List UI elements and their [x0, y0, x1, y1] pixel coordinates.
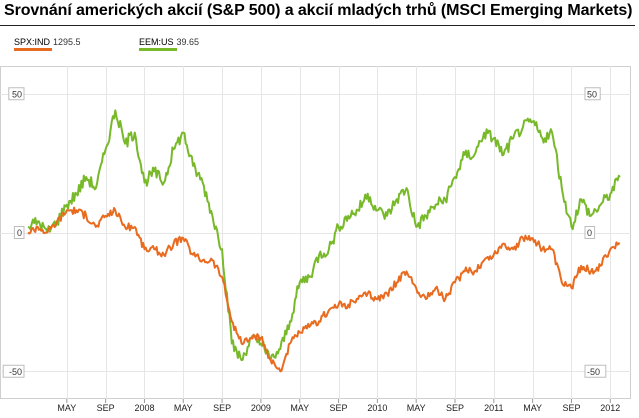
legend-symbol-spx: SPX:IND	[14, 37, 51, 47]
x-tick-label: SEP	[213, 403, 231, 413]
x-tick-label: 2011	[484, 403, 503, 413]
legend-value-spx: 1295.5	[53, 37, 81, 47]
y-tick-label: -50	[587, 367, 600, 377]
x-tick-label: 2008	[134, 403, 154, 413]
x-tick-label: SEP	[330, 403, 348, 413]
legend-swatch-eem	[139, 48, 177, 51]
legend-item-eem[interactable]: EEM:US 39.65	[139, 37, 199, 47]
legend-swatch-spx	[14, 48, 52, 51]
x-tick-label: SEP	[562, 403, 580, 413]
x-tick-label: SEP	[97, 403, 115, 413]
y-tick-label: 0	[587, 228, 592, 238]
legend-value-eem: 39.65	[176, 37, 200, 47]
y-tick-box	[2, 364, 25, 378]
legend-item-spx[interactable]: SPX:IND 1295.5	[14, 37, 81, 47]
legend-symbol-eem: EEM:US	[139, 37, 174, 47]
series-line-spx-ind	[27, 206, 621, 373]
plot-frame	[0, 66, 631, 399]
x-tick-label: MAY	[174, 403, 193, 413]
x-tick-label: MAY	[57, 403, 76, 413]
x-tick-label: MAY	[407, 403, 426, 413]
title-divider	[0, 25, 635, 26]
x-tick-label: SEP	[446, 403, 464, 413]
y-tick-box	[13, 226, 25, 239]
y-tick-label: 50	[12, 89, 22, 99]
y-tick-box	[8, 87, 25, 101]
y-tick-label: -50	[9, 367, 22, 377]
y-tick-box	[584, 87, 601, 101]
chart-title: Srovnání amerických akcií (S&P 500) a ak…	[4, 2, 633, 19]
x-tick-label: 2010	[367, 403, 387, 413]
x-tick-label: MAY	[290, 403, 309, 413]
y-tick-box	[584, 226, 596, 239]
y-tick-label: 0	[17, 228, 22, 238]
series-line-eem-us	[27, 109, 621, 362]
x-tick-label: 2009	[251, 403, 271, 413]
x-tick-label: 2012	[600, 403, 620, 413]
y-tick-box	[584, 364, 607, 378]
y-tick-label: 50	[587, 89, 597, 99]
x-tick-label: MAY	[523, 403, 542, 413]
